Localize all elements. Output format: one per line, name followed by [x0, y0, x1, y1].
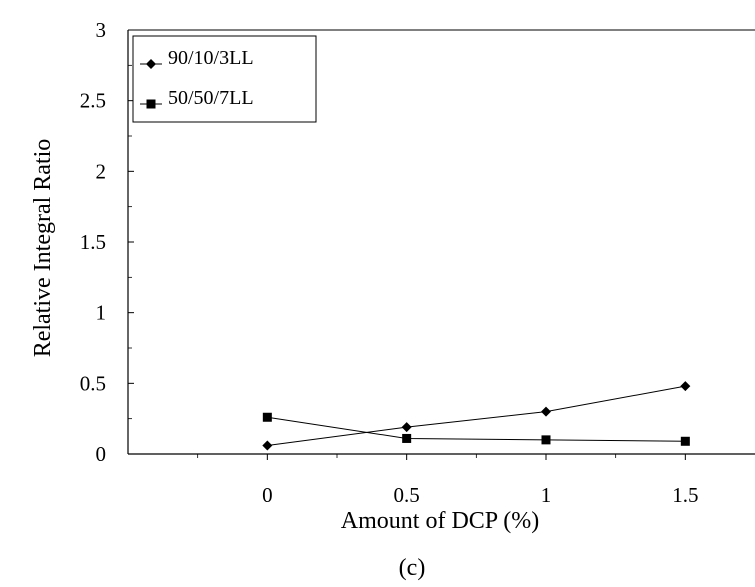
- legend-label: 50/50/7LL: [168, 87, 254, 109]
- x-tick-label: 0: [262, 483, 273, 507]
- data-point: [262, 412, 272, 422]
- data-point: [680, 381, 691, 392]
- x-tick-label: 0.5: [394, 483, 420, 507]
- x-tick-label: 1.5: [672, 483, 698, 507]
- legend-label: 90/10/3LL: [168, 47, 254, 69]
- data-point: [402, 433, 412, 443]
- x-axis-title: Amount of DCP (%): [341, 508, 539, 534]
- y-tick-label: 2: [96, 159, 107, 183]
- y-tick-label: 2.5: [80, 89, 106, 113]
- series-line: [267, 385, 686, 447]
- y-tick-label: 1.5: [80, 230, 106, 254]
- legend-marker: [146, 59, 156, 69]
- data-point: [262, 440, 273, 451]
- series-2: [262, 412, 690, 446]
- legend-box: [132, 35, 317, 123]
- series-layer: [262, 381, 691, 451]
- y-tick-label: 3: [96, 18, 107, 42]
- data-point: [401, 422, 412, 433]
- data-point: [680, 436, 690, 446]
- figure-caption: (c): [399, 555, 426, 581]
- y-axis-title: Relative Integral Ratio: [30, 139, 56, 358]
- legend-marker: [146, 99, 156, 109]
- x-axis-ticks: 0 0.5 1 1.5: [197, 454, 698, 507]
- data-point: [541, 406, 551, 417]
- series-line: [267, 416, 686, 442]
- y-tick-label: 0.5: [80, 371, 106, 395]
- x-tick-label: 1: [541, 483, 552, 507]
- y-tick-label: 0: [96, 442, 107, 466]
- y-tick-label: 1: [96, 301, 107, 325]
- y-axis-ticks: 0 0.5 1 1.5 2 2.5 3: [80, 18, 134, 466]
- data-point: [541, 435, 551, 445]
- series-1: [262, 381, 691, 451]
- legend: 90/10/3LL 50/50/7LL: [132, 35, 317, 123]
